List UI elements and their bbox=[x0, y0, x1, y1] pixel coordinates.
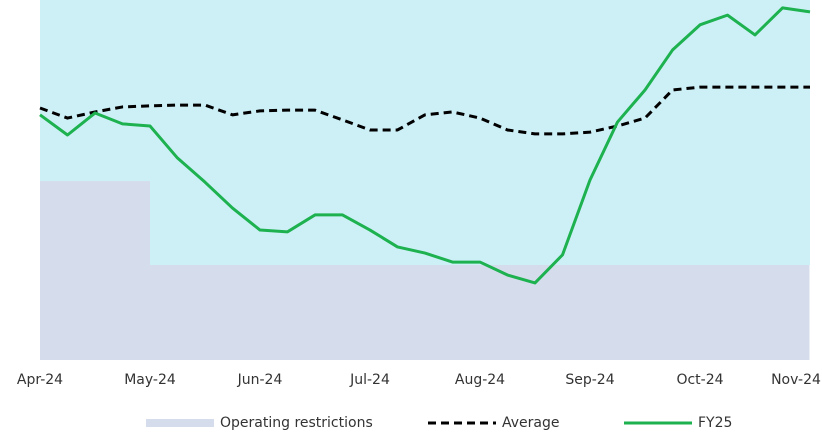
x-tick-label: Aug-24 bbox=[455, 372, 505, 388]
series-line bbox=[39, 85, 810, 136]
restriction-area bbox=[40, 181, 810, 360]
x-tick-label: Nov-24 bbox=[771, 372, 821, 388]
legend-label: Operating restrictions bbox=[220, 415, 373, 431]
x-tick-label: Apr-24 bbox=[17, 372, 63, 388]
legend-label: FY25 bbox=[698, 415, 732, 431]
x-tick-label: Sep-24 bbox=[565, 372, 614, 388]
legend-swatch bbox=[146, 419, 214, 427]
x-tick-label: Oct-24 bbox=[676, 372, 723, 388]
x-tick-label: May-24 bbox=[124, 372, 176, 388]
x-tick-label: Jun-24 bbox=[237, 372, 283, 388]
legend-label: Average bbox=[502, 415, 560, 431]
series-line bbox=[39, 6, 811, 285]
x-tick-label: Jul-24 bbox=[349, 372, 390, 388]
